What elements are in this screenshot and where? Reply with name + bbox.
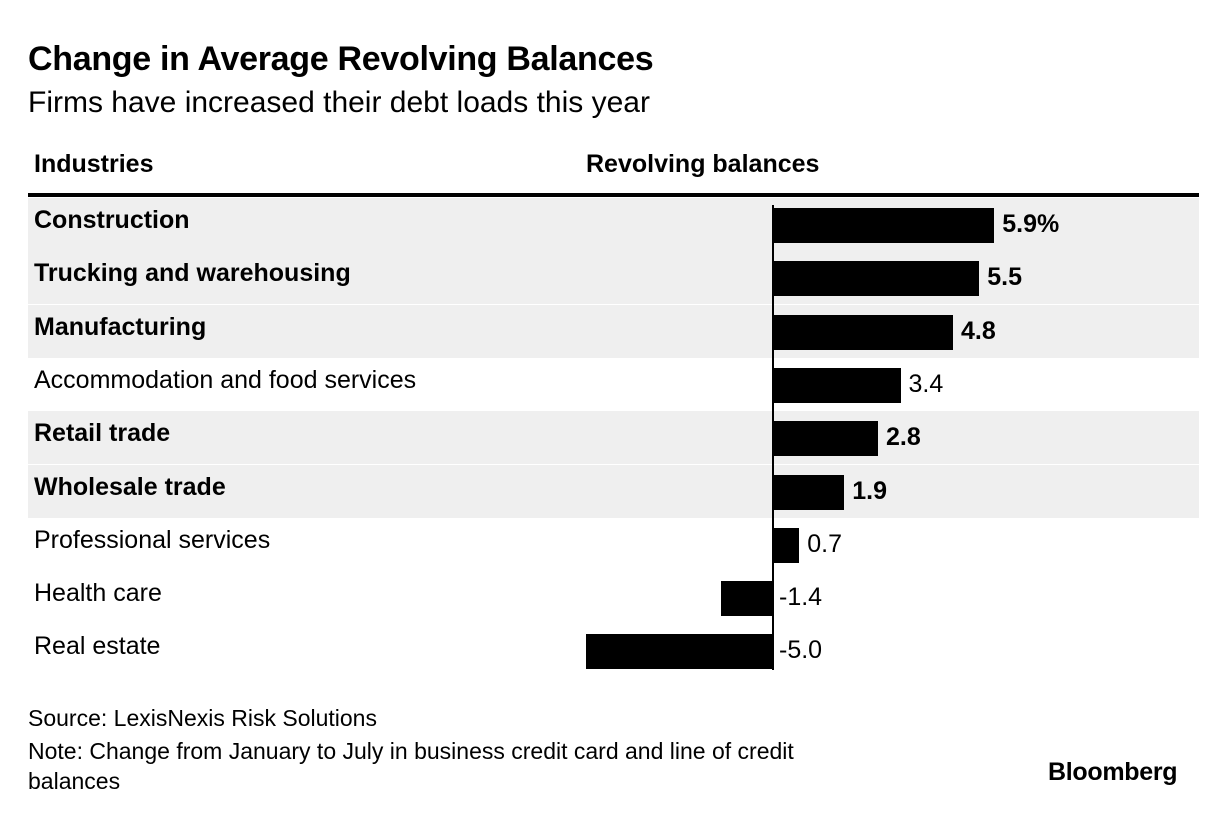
bar	[773, 528, 800, 563]
data-label: -5.0	[779, 636, 823, 664]
data-label: -1.4	[779, 583, 823, 611]
category-label: Health care	[34, 579, 162, 607]
table-row: Construction	[28, 198, 1199, 251]
chart-title: Change in Average Revolving Balances	[28, 40, 654, 78]
data-label: 3.4	[908, 370, 944, 398]
data-label: 4.8	[961, 317, 996, 345]
data-label: 2.8	[886, 423, 921, 451]
table-row: Professional services	[28, 518, 1199, 571]
bar	[773, 475, 845, 510]
category-label: Trucking and warehousing	[34, 259, 351, 287]
bar	[773, 261, 980, 296]
table-row: Health care	[28, 571, 1199, 624]
bloomberg-logo: Bloomberg	[1048, 758, 1178, 786]
category-label: Real estate	[34, 632, 161, 660]
bar	[773, 315, 953, 350]
table-row: Real estate	[28, 624, 1199, 677]
source-note: Source: LexisNexis Risk Solutions	[28, 705, 377, 731]
data-label: 1.9	[852, 477, 888, 505]
table-row: Manufacturing	[28, 305, 1199, 358]
bar	[773, 208, 995, 243]
bar	[720, 581, 773, 616]
table-row: Accommodation and food services	[28, 358, 1199, 411]
column-header-industries: Industries	[34, 150, 154, 178]
category-label: Retail trade	[34, 419, 171, 447]
data-label: 0.7	[807, 530, 843, 558]
chart-subtitle: Firms have increased their debt loads th…	[28, 86, 650, 119]
data-label: 5.9%	[1002, 210, 1060, 238]
table-row: Wholesale trade	[28, 465, 1199, 518]
table-row: Trucking and warehousing	[28, 251, 1199, 304]
table-row: Retail trade	[28, 411, 1199, 464]
bar	[585, 634, 773, 669]
zero-axis-line	[772, 205, 774, 670]
category-label: Construction	[34, 206, 190, 234]
category-label: Professional services	[34, 526, 271, 554]
data-label: 5.5	[987, 263, 1023, 291]
category-label: Accommodation and food services	[34, 366, 417, 394]
category-label: Wholesale trade	[34, 473, 226, 501]
bar	[773, 368, 901, 403]
column-header-revolving-balances: Revolving balances	[586, 150, 820, 178]
bar	[773, 421, 878, 456]
header-rule	[28, 193, 1199, 197]
footnote: Note: Change from January to July in bus…	[28, 738, 794, 794]
category-label: Manufacturing	[34, 313, 207, 341]
